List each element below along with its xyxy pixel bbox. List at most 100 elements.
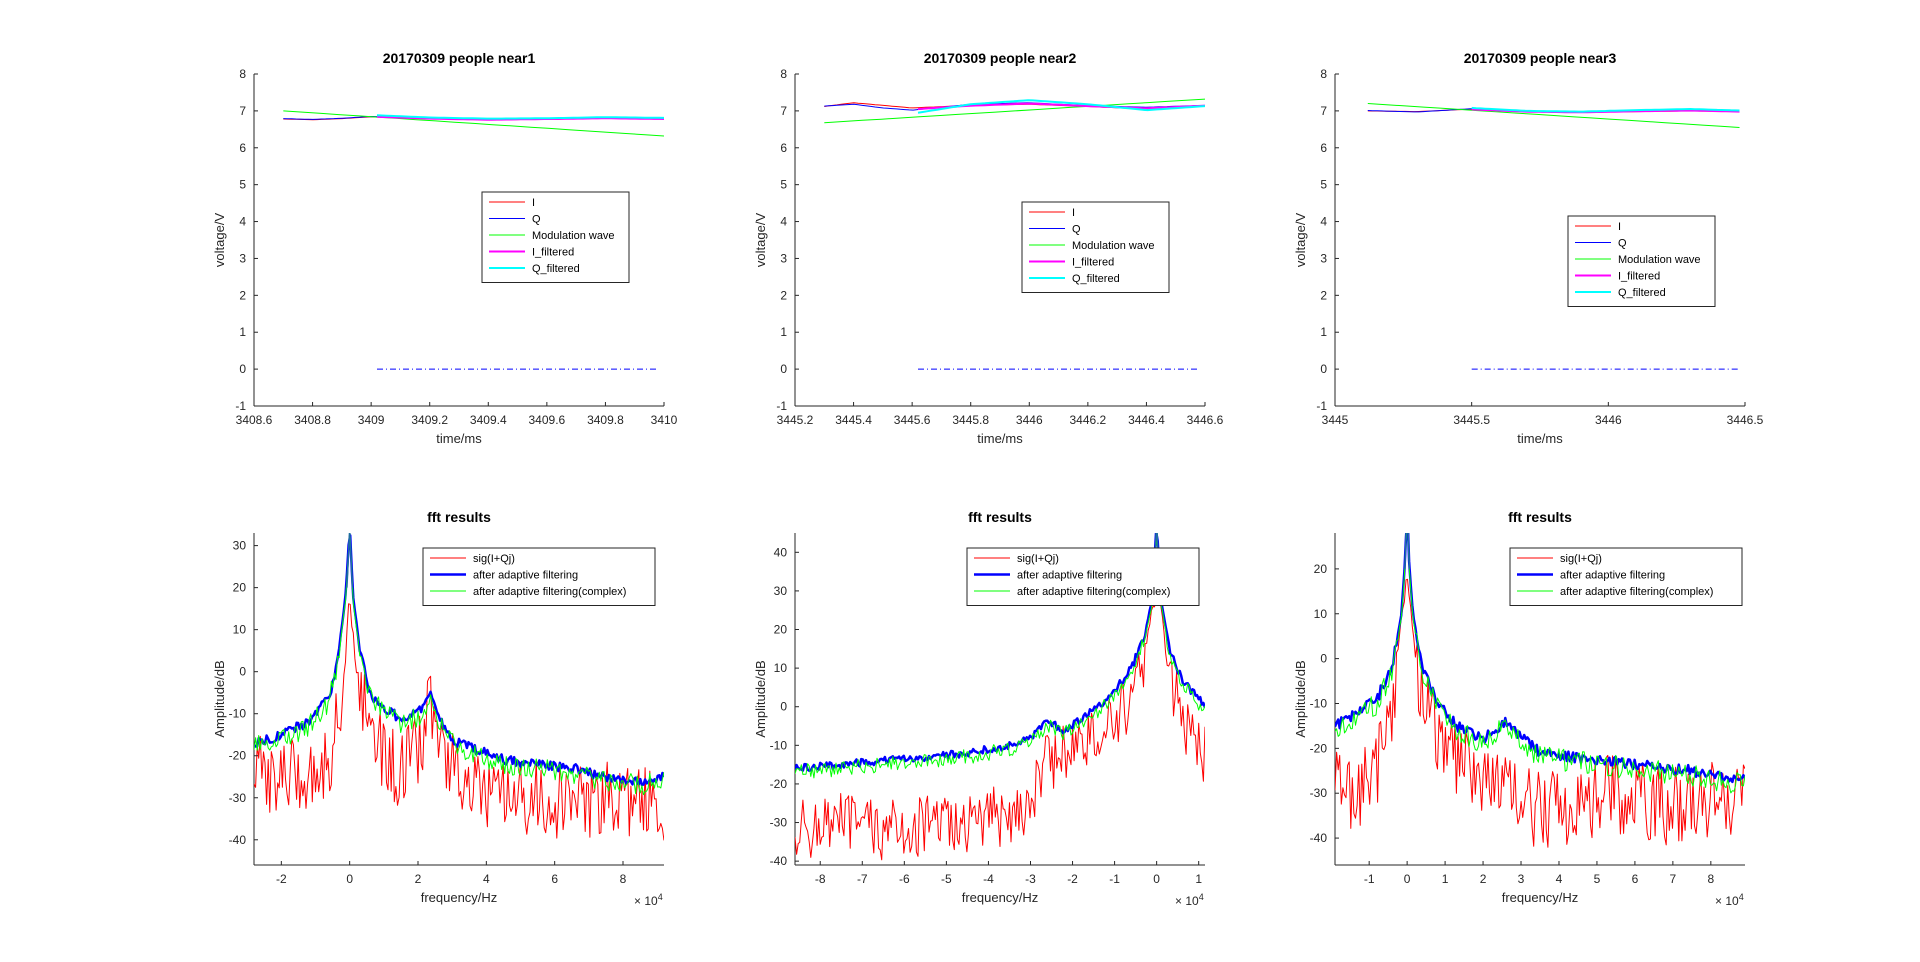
y-axis-label: Amplitude/dB <box>212 660 227 737</box>
x-tick-label: 3446 <box>1016 413 1043 427</box>
y-tick-label: -40 <box>229 833 247 847</box>
y-tick-label: -20 <box>770 777 788 791</box>
legend-label: after adaptive filtering(complex) <box>473 586 626 598</box>
x-axis-label: time/ms <box>1517 431 1563 446</box>
x-tick-label: 3445.4 <box>835 413 872 427</box>
y-tick-label: -10 <box>1310 696 1328 710</box>
legend-label: I <box>1072 207 1075 219</box>
chart-title: 20170309 people near3 <box>1464 50 1617 66</box>
legend-label: Q_filtered <box>1618 287 1666 299</box>
y-axis-label: voltage/V <box>1293 213 1308 268</box>
chart-title: fft results <box>968 509 1032 525</box>
y-tick-label: -40 <box>770 854 788 868</box>
y-tick-label: 6 <box>239 141 246 155</box>
legend-label: Q <box>1618 238 1627 250</box>
x-tick-label: -2 <box>1067 872 1078 886</box>
y-tick-label: -1 <box>235 399 246 413</box>
x-tick-label: 6 <box>551 872 558 886</box>
legend-label: I_filtered <box>1072 257 1114 269</box>
y-tick-label: 2 <box>239 288 246 302</box>
series-line-reference <box>1404 533 1411 569</box>
x-exponent-label: × 104 <box>1175 892 1204 908</box>
legend-label: I <box>1618 221 1621 233</box>
x-tick-label: -4 <box>983 872 994 886</box>
y-tick-label: 2 <box>780 288 787 302</box>
x-tick-label: 2 <box>1480 872 1487 886</box>
y-tick-label: 7 <box>780 104 787 118</box>
y-tick-label: 7 <box>1320 104 1327 118</box>
y-tick-label: 20 <box>774 623 788 637</box>
series-line-after-adaptive-filtering <box>795 533 1205 772</box>
y-tick-label: 0 <box>1320 652 1327 666</box>
legend-label: after adaptive filtering(complex) <box>1017 586 1170 598</box>
x-axis-label: frequency/Hz <box>1502 890 1579 905</box>
y-tick-label: 4 <box>239 215 246 229</box>
y-tick-label: -20 <box>1310 741 1328 755</box>
y-tick-label: 0 <box>239 665 246 679</box>
x-tick-label: 4 <box>1556 872 1563 886</box>
chart-2: -1 0 1 2 3 4 5 6 7 8 3445.2 3445.4 3445.6 3445.8 3446 3… <box>753 50 1224 446</box>
x-tick-label: -1 <box>1109 872 1120 886</box>
legend-label: I <box>532 197 535 209</box>
chart-title: 20170309 people near2 <box>924 50 1077 66</box>
x-tick-label: 3 <box>1518 872 1525 886</box>
y-tick-label: 6 <box>1320 141 1327 155</box>
y-tick-label: 20 <box>1314 562 1328 576</box>
series-line-q-filtered <box>917 99 1205 114</box>
x-tick-label: 3409.2 <box>411 413 448 427</box>
y-tick-label: -10 <box>229 707 247 721</box>
y-tick-label: 10 <box>774 661 788 675</box>
y-axis-label: Amplitude/dB <box>753 660 768 737</box>
y-tick-label: 0 <box>780 362 787 376</box>
legend-label: sig(I+Qj) <box>473 553 515 565</box>
y-tick-label: 6 <box>780 141 787 155</box>
x-tick-label: 5 <box>1594 872 1601 886</box>
legend-label: Q <box>532 214 541 226</box>
chart-1: -1 0 1 2 3 4 5 6 7 8 3408.6 3408.8 3409 3409.2 3409.4 3… <box>212 50 678 446</box>
y-tick-label: 8 <box>239 67 246 81</box>
y-tick-label: 2 <box>1320 288 1327 302</box>
y-tick-label: 0 <box>1320 362 1327 376</box>
y-tick-label: 4 <box>1320 215 1327 229</box>
series-line-after-adaptive-filtering-complex- <box>1335 533 1745 794</box>
series-line-sig-i-qj- <box>795 599 1205 861</box>
x-tick-label: -5 <box>941 872 952 886</box>
x-tick-label: -3 <box>1025 872 1036 886</box>
y-tick-label: 0 <box>239 362 246 376</box>
x-tick-label: 3408.6 <box>236 413 273 427</box>
y-tick-label: 5 <box>1320 178 1327 192</box>
y-tick-label: 1 <box>1320 325 1327 339</box>
x-tick-label: 3445.5 <box>1453 413 1490 427</box>
chart-3: -1 0 1 2 3 4 5 6 7 8 3445 3445.5 3446 3446.5 20170309 … <box>1293 50 1764 446</box>
series-group <box>1335 533 1745 848</box>
y-tick-label: -40 <box>1310 831 1328 845</box>
y-tick-label: 1 <box>780 325 787 339</box>
x-tick-label: -2 <box>276 872 287 886</box>
legend-label: after adaptive filtering(complex) <box>1560 586 1713 598</box>
x-tick-label: 3409 <box>358 413 385 427</box>
x-axis-label: time/ms <box>977 431 1023 446</box>
legend-label: after adaptive filtering <box>1017 570 1122 582</box>
y-tick-label: 40 <box>774 545 788 559</box>
chart-title: 20170309 people near1 <box>383 50 536 66</box>
series-group <box>254 533 664 841</box>
x-axis-label: frequency/Hz <box>962 890 1039 905</box>
legend-label: sig(I+Qj) <box>1017 553 1059 565</box>
y-tick-label: -30 <box>229 791 247 805</box>
series-line-sig-i-qj- <box>1335 578 1745 848</box>
x-tick-label: -8 <box>815 872 826 886</box>
series-line-reference <box>346 533 354 588</box>
x-tick-label: -6 <box>899 872 910 886</box>
y-tick-label: 30 <box>233 539 247 553</box>
y-tick-label: 1 <box>239 325 246 339</box>
series-group <box>1367 103 1740 370</box>
x-exponent-label: × 104 <box>634 892 663 908</box>
y-tick-label: 30 <box>774 584 788 598</box>
x-tick-label: 1 <box>1442 872 1449 886</box>
x-tick-label: 3446.6 <box>1187 413 1224 427</box>
y-axis-label: voltage/V <box>753 213 768 268</box>
x-tick-label: 0 <box>1153 872 1160 886</box>
legend-label: Modulation wave <box>1072 240 1155 252</box>
